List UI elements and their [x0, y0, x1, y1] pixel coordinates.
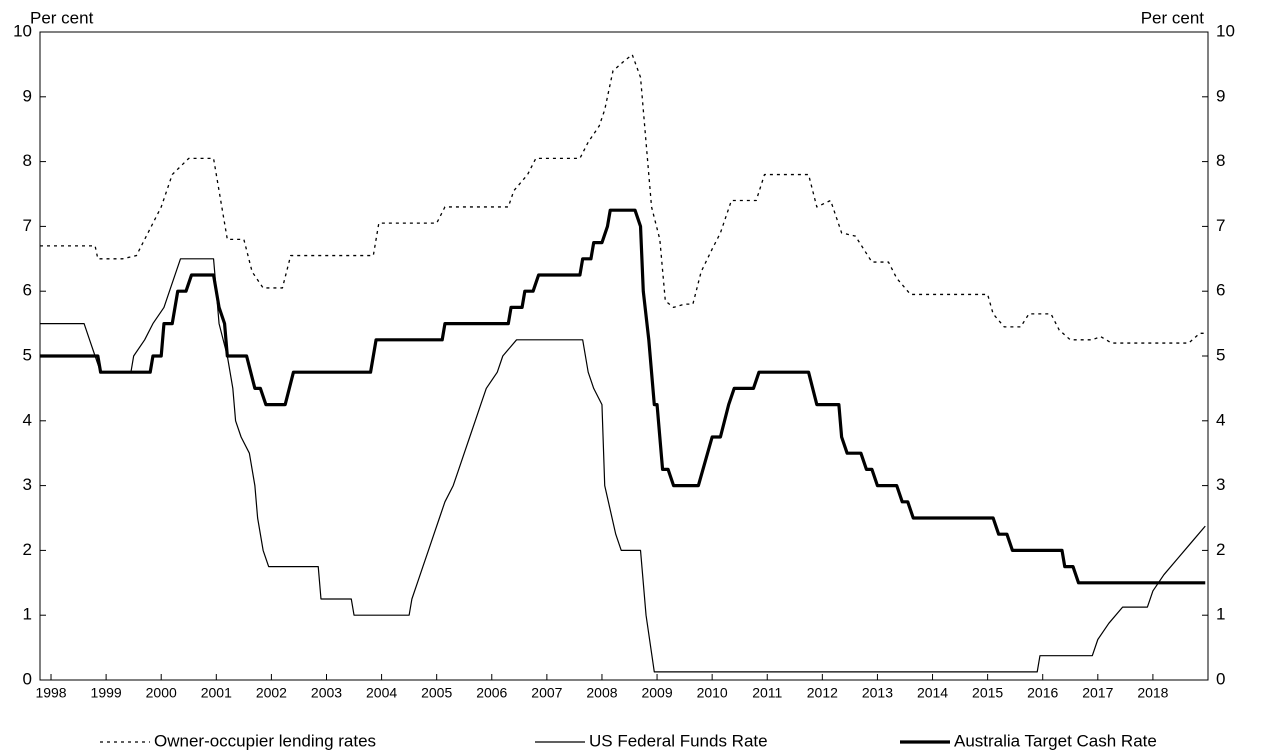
x-tick-label: 2006: [476, 685, 507, 701]
x-tick-label: 2015: [972, 685, 1003, 701]
x-tick-label: 2014: [917, 685, 948, 701]
x-tick-label: 2013: [862, 685, 893, 701]
series-line: [40, 208, 1206, 585]
y-tick-label: 3: [23, 475, 32, 494]
y2-tick-label: 4: [1216, 410, 1225, 429]
y-tick-label: 7: [23, 216, 32, 235]
x-tick-label: 2018: [1137, 685, 1168, 701]
series-line: [40, 54, 1206, 344]
x-tick-label: 2016: [1027, 685, 1058, 701]
y2-axis-label: Per cent: [1141, 8, 1205, 27]
legend-label: US Federal Funds Rate: [589, 731, 768, 750]
x-tick-label: 2004: [366, 685, 397, 701]
y-tick-label: 5: [23, 345, 32, 364]
x-tick-label: 2000: [146, 685, 177, 701]
y2-tick-label: 9: [1216, 86, 1225, 105]
x-tick-label: 2005: [421, 685, 452, 701]
x-tick-label: 2001: [201, 685, 232, 701]
x-tick-label: 2008: [586, 685, 617, 701]
y-tick-label: 6: [23, 281, 32, 300]
plot-frame: [39, 31, 1209, 681]
y-tick-label: 10: [13, 21, 32, 40]
legend-label: Owner-occupier lending rates: [154, 731, 376, 750]
x-tick-label: 1998: [35, 685, 66, 701]
y-tick-label: 1: [23, 605, 32, 624]
series-line: [40, 258, 1206, 673]
y2-tick-label: 0: [1216, 669, 1225, 688]
y2-tick-label: 3: [1216, 475, 1225, 494]
y2-tick-label: 1: [1216, 605, 1225, 624]
x-tick-label: 2009: [641, 685, 672, 701]
x-tick-label: 2007: [531, 685, 562, 701]
y2-tick-label: 10: [1216, 21, 1235, 40]
y-tick-label: 9: [23, 86, 32, 105]
x-tick-label: 2017: [1082, 685, 1113, 701]
y-tick-label: 2: [23, 540, 32, 559]
x-tick-label: 2012: [807, 685, 838, 701]
y-axis-label: Per cent: [30, 8, 94, 27]
y2-tick-label: 6: [1216, 281, 1225, 300]
y2-tick-label: 2: [1216, 540, 1225, 559]
y-tick-label: 8: [23, 151, 32, 170]
x-tick-label: 2011: [752, 685, 782, 701]
y2-tick-label: 8: [1216, 151, 1225, 170]
x-tick-label: 1999: [91, 685, 122, 701]
y2-tick-label: 5: [1216, 345, 1225, 364]
y2-tick-label: 7: [1216, 216, 1225, 235]
legend-label: Australia Target Cash Rate: [954, 731, 1157, 750]
x-tick-label: 2010: [697, 685, 728, 701]
x-tick-label: 2003: [311, 685, 342, 701]
y-tick-label: 4: [23, 410, 32, 429]
y-tick-label: 0: [23, 669, 32, 688]
x-tick-label: 2002: [256, 685, 287, 701]
